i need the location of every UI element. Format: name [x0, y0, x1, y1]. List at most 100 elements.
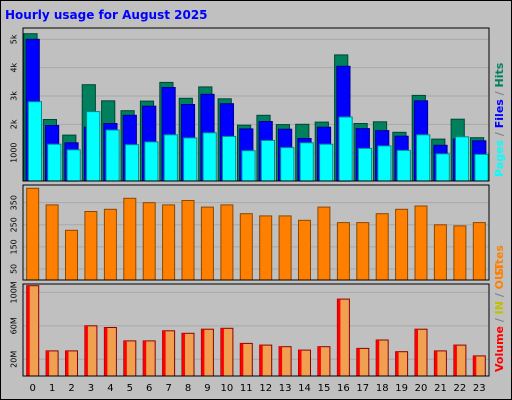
bar-sites-19: [395, 208, 409, 281]
plot-area-sites: [23, 185, 489, 280]
bar-volume-edge-4: [104, 327, 108, 376]
labels-layer: 0 1 2 3 4 5 6 7 8 9 10 11 12 13 14 15 16 17 18 19 20 21 22 23Pa…: [30, 62, 506, 394]
legend-sep: /: [493, 289, 506, 301]
xtick-label-4: 4: [107, 383, 113, 394]
xtick-label-9: 9: [204, 383, 210, 394]
bar-sites-7: [162, 204, 176, 281]
bar-sites-4: [103, 208, 117, 281]
bar-sites-15: [317, 206, 331, 281]
bar-volume-edge-16: [337, 299, 341, 376]
side-legend-volume: Volume / IN / OUT: [493, 263, 506, 372]
bar-volume-edge-1: [46, 350, 50, 376]
legend-sep: /: [493, 128, 506, 140]
bar-pages-0: [27, 101, 42, 182]
bar-sites-2: [65, 229, 78, 281]
ytick-label-sites: 50: [10, 264, 19, 274]
bar-sites-21: [433, 224, 447, 281]
legend-pages: Pages: [493, 139, 506, 177]
xtick-label-12: 12: [259, 383, 272, 394]
bar-volume-edge-15: [317, 346, 321, 376]
xtick-label-8: 8: [185, 383, 191, 394]
plot-area-volume: [23, 284, 489, 376]
bar-sites-10: [220, 204, 234, 281]
bar-volume-edge-0: [26, 285, 30, 376]
bar-pages-3: [86, 111, 101, 182]
bar-sites-9: [200, 206, 214, 281]
bar-sites-20: [414, 205, 428, 281]
bar-pages-5: [124, 144, 140, 182]
side-legend-hits-files-pages: Pages / Files / Hits: [493, 62, 506, 177]
bar-pages-23: [474, 153, 489, 182]
legend-volume: Volume: [493, 326, 506, 372]
legend-in: IN: [493, 301, 506, 314]
bar-volume-edge-19: [395, 351, 399, 376]
ytick-label-hits-files-pages: 2k: [10, 119, 19, 129]
bar-pages-17: [357, 147, 373, 182]
bar-volume-edge-9: [201, 329, 205, 376]
bar-sites-23: [472, 222, 486, 281]
xtick-label-7: 7: [165, 383, 171, 394]
bar-pages-15: [319, 143, 334, 182]
bar-sites-8: [181, 200, 195, 281]
xtick-label-1: 1: [49, 383, 55, 394]
legend-out: OUT: [493, 263, 506, 289]
legend-sep: /: [493, 314, 506, 326]
bar-pages-19: [396, 149, 411, 182]
bar-pages-2: [66, 149, 81, 182]
legend-files: Files: [493, 99, 506, 129]
bar-pages-11: [241, 150, 256, 182]
ytick-label-sites: 150: [10, 239, 19, 254]
xtick-label-11: 11: [240, 383, 253, 394]
bar-volume-edge-10: [220, 328, 224, 376]
bar-volume-edge-7: [162, 330, 166, 376]
bar-sites-0: [26, 187, 40, 281]
bar-sites-17: [356, 222, 370, 281]
bar-pages-14: [299, 142, 314, 182]
bar-volume-edge-22: [453, 345, 457, 376]
xtick-label-6: 6: [146, 383, 152, 394]
plot-border-sites: [22, 184, 490, 281]
ytick-label-hits-files-pages: 1000: [10, 142, 19, 162]
xtick-label-10: 10: [221, 383, 234, 394]
bar-sites-16: [336, 222, 350, 281]
bar-volume-edge-14: [298, 350, 302, 376]
bar-pages-9: [202, 132, 217, 182]
grid-layer: [23, 28, 489, 376]
bar-sites-12: [259, 215, 273, 281]
bar-volume-edge-18: [376, 340, 380, 376]
legend-sep: /: [493, 87, 506, 99]
bar-pages-16: [338, 116, 353, 182]
bar-volume-edge-20: [415, 329, 418, 376]
bar-sites-18: [375, 213, 389, 281]
ytick-label-volume: 60M: [10, 317, 19, 334]
bar-sites-6: [142, 202, 156, 281]
bar-sites-14: [298, 219, 311, 281]
bar-pages-10: [222, 136, 237, 182]
ytick-label-volume: 100M: [10, 281, 19, 303]
bar-pages-6: [144, 141, 159, 182]
side-legend-sites: Sites: [493, 245, 506, 276]
bar-volume-edge-2: [65, 350, 69, 376]
bar-volume-edge-12: [259, 345, 263, 376]
xtick-label-13: 13: [279, 383, 292, 394]
xtick-label-16: 16: [337, 383, 350, 394]
legend-hits: Hits: [493, 62, 506, 87]
bar-volume-edge-21: [434, 350, 438, 376]
bar-pages-7: [163, 134, 178, 182]
bar-volume-edge-3: [84, 325, 88, 376]
bar-volume-edge-23: [473, 355, 477, 376]
xtick-label-21: 21: [434, 383, 447, 394]
bar-pages-8: [183, 137, 198, 182]
axes-layer: 1000 2k 3k 4k 5k 50 150 250 350 20M 60M 100M: [10, 27, 490, 377]
xtick-label-19: 19: [395, 383, 408, 394]
bar-sites-13: [278, 215, 292, 281]
xtick-label-2: 2: [68, 383, 74, 394]
bar-volume-edge-17: [356, 348, 360, 376]
bar-pages-1: [47, 143, 62, 182]
bar-pages-13: [280, 147, 295, 182]
bar-pages-22: [455, 136, 470, 182]
plot-border-volume: [22, 283, 490, 377]
xtick-label-17: 17: [356, 383, 369, 394]
bar-pages-18: [377, 145, 392, 182]
